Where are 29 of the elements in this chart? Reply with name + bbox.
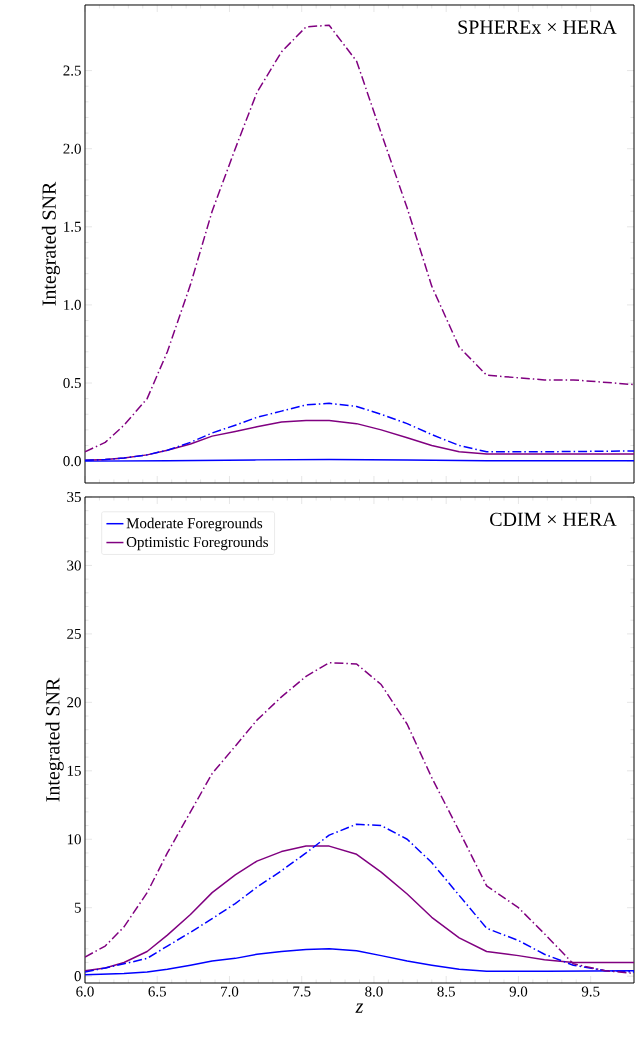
- x-tick-label: 8.0: [365, 986, 383, 997]
- y-tick-label: 15: [67, 765, 81, 776]
- y-tick-label: 25: [67, 628, 81, 639]
- y-tick-label: 2.5: [63, 65, 81, 76]
- x-tick-label: 9.0: [509, 986, 528, 997]
- x-tick-label: 6.0: [76, 986, 94, 997]
- annotation: CDIM × HERA: [490, 512, 617, 527]
- y-tick-label: 20: [67, 697, 81, 708]
- x-tick-label: 7.0: [221, 986, 239, 997]
- annotation: SPHEREx × HERA: [458, 20, 617, 34]
- x-axis-title: z: [355, 1003, 364, 1013]
- x-tick-label: 8.5: [437, 986, 455, 997]
- y-tick-label: 10: [67, 834, 81, 845]
- y-axis-title: Integrated SNR: [41, 181, 60, 306]
- y-tick-label: 1.0: [64, 299, 81, 310]
- x-tick-label: 6.5: [148, 986, 166, 997]
- y-tick-label: 0.0: [63, 456, 81, 467]
- y-tick-label: 2.0: [63, 143, 81, 154]
- x-tick-label: 9.5: [581, 986, 600, 997]
- y-tick-label: 0: [74, 971, 81, 982]
- legend-label: Moderate Foregrounds: [126, 517, 263, 532]
- legend-label: Optimistic Foregrounds: [126, 536, 268, 551]
- y-tick-label: 0.5: [63, 377, 81, 389]
- x-tick-label: 7.5: [293, 986, 311, 997]
- y-tick-label: 30: [67, 560, 81, 571]
- y-tick-label: 1.5: [64, 221, 81, 232]
- y-axis-title: Integrated SNR: [45, 677, 64, 802]
- y-tick-label: 35: [67, 491, 81, 503]
- y-tick-label: 5: [74, 902, 81, 913]
